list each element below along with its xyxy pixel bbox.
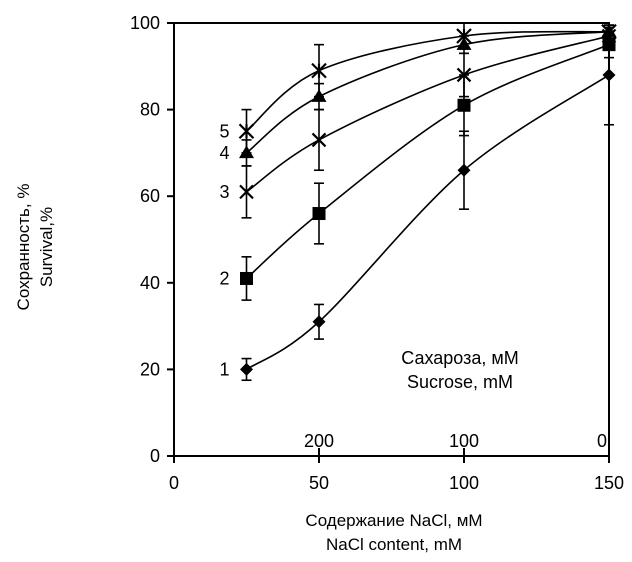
data-point [240,362,253,376]
sucrose-tick-label: 200 [304,431,334,451]
data-point [240,271,253,285]
x-tick-label: 50 [309,473,329,493]
sucrose-axis-label: Сахароза, мМ [401,348,518,368]
data-point [457,98,471,112]
data-point [311,62,327,79]
data-point [456,37,472,50]
axes: 0 50 100 150 0 20 40 60 80 100 200 100 0 Сахароза, мМ… [14,13,624,554]
x-tick-label: 150 [594,473,624,493]
plot-frame [173,22,610,457]
y-tick-label: 40 [140,273,160,293]
series-line [245,43,610,280]
series-curves [245,30,610,371]
x-tick-label: 0 [169,473,179,493]
x-tick-label: 100 [449,473,479,493]
data-point [239,145,254,159]
data-point [312,207,326,221]
y-axis-title: Сохранность, % [14,184,33,311]
data-point [311,132,327,148]
series-label: 5 [219,121,229,141]
data-point [457,163,471,177]
sucrose-tick-label: 100 [449,431,479,451]
y-tick-label: 80 [140,100,160,120]
series-label: 4 [219,143,229,163]
data-point [311,89,327,102]
x-axis-title: Содержание NaCl, мМ [305,511,482,530]
y-tick-label: 60 [140,186,160,206]
series-line [246,35,610,193]
series-markers [238,23,617,376]
data-point [601,23,617,40]
series-line [245,30,610,132]
series-label: 1 [219,359,229,379]
error-bars [241,22,614,382]
data-point [456,28,472,44]
sucrose-tick-label: 0 [597,431,607,451]
series-label: 2 [219,268,229,288]
series-line [246,30,610,154]
chart-labels: 1 2 3 45 [219,121,229,379]
data-point [602,68,616,82]
x-axis-title-en: NaCl content, mM [326,535,462,554]
data-point [238,123,255,140]
y-tick-label: 100 [130,13,160,33]
sucrose-axis-label-en: Sucrose, mM [407,372,513,392]
data-point [239,184,254,200]
series-label: 3 [219,182,229,202]
data-point [602,38,616,52]
y-tick-label: 20 [140,359,160,379]
y-tick-label: 0 [150,446,160,466]
series-line [246,74,610,371]
data-point [312,315,326,329]
y-axis-title-en: Survival,% [37,207,56,287]
data-point [456,67,472,83]
